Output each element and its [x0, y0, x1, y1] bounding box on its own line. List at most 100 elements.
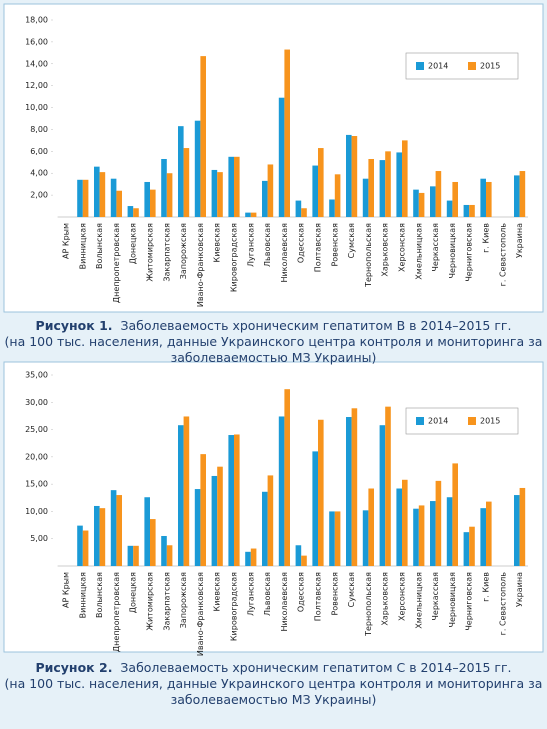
bar — [446, 497, 453, 566]
x-tick-label: Черниговская — [465, 223, 474, 282]
bar — [178, 126, 184, 217]
bar — [161, 158, 167, 217]
caption: Рисунок 2. Заболеваемость хроническим ге… — [0, 660, 547, 708]
bar — [396, 152, 402, 217]
bar — [519, 171, 526, 217]
bar — [318, 148, 324, 217]
x-tick-label: Хмельницкая — [414, 223, 423, 280]
bar — [430, 501, 436, 566]
figure-label: Рисунок 2. — [35, 660, 113, 675]
y-tick-label: 6,00 — [30, 147, 48, 156]
x-tick-label: Житомирская — [146, 572, 155, 631]
bar — [351, 136, 358, 217]
bar — [77, 525, 83, 566]
figure-label: Рисунок 1. — [35, 318, 113, 333]
bar — [519, 487, 526, 566]
bar — [278, 416, 285, 566]
bar — [116, 495, 122, 566]
bar — [379, 425, 386, 566]
x-tick-label: Луганская — [246, 572, 255, 616]
x-tick-label: Полтавская — [314, 223, 323, 272]
bar — [77, 179, 83, 217]
bar — [329, 199, 335, 217]
x-tick-label: Днепропетровская — [112, 223, 121, 303]
bar — [99, 508, 106, 566]
x-tick-label: г. Киев — [482, 223, 491, 253]
x-tick-label: Львовская — [263, 572, 272, 616]
bar — [144, 181, 150, 217]
bar — [262, 491, 268, 566]
bar — [452, 181, 458, 217]
x-tick-label: Сумская — [347, 572, 356, 607]
bar — [480, 178, 486, 217]
bar — [234, 434, 240, 566]
bar — [217, 466, 223, 566]
x-tick-label: Одесская — [297, 572, 306, 612]
bar — [127, 206, 134, 217]
bar — [166, 545, 173, 566]
x-tick-label: Кировоградская — [230, 223, 239, 292]
bar — [178, 425, 184, 566]
x-tick-label: Сумская — [347, 223, 356, 258]
x-tick-label: Запорожская — [179, 223, 188, 279]
y-tick-label: 2,00 — [30, 191, 48, 200]
bar — [514, 175, 520, 217]
bar — [284, 389, 290, 566]
x-tick-label: Харьковская — [381, 223, 390, 277]
bar — [334, 174, 341, 217]
bar — [368, 158, 374, 217]
bar — [144, 497, 150, 566]
bar — [463, 204, 470, 217]
bar — [127, 545, 134, 566]
bar — [295, 200, 302, 217]
bar — [334, 511, 341, 566]
bar — [183, 416, 190, 566]
y-tick-label: 25,00 — [25, 425, 48, 434]
bar — [413, 508, 419, 566]
bar — [194, 120, 201, 217]
x-tick-label: Волынская — [95, 572, 104, 618]
bar — [99, 172, 106, 217]
x-tick-label: АР Крым — [62, 223, 71, 259]
bar — [295, 545, 302, 566]
x-tick-label: Одесская — [297, 223, 306, 263]
caption-title: Заболеваемость хроническим гепатитом В в… — [120, 318, 512, 333]
y-tick-label: 14,00 — [25, 59, 48, 68]
bar — [301, 555, 307, 566]
bar — [150, 189, 156, 217]
caption: Рисунок 1. Заболеваемость хроническим ге… — [0, 318, 547, 366]
x-tick-label: Днепропетровская — [112, 572, 121, 652]
y-tick-label: 15,00 — [25, 480, 48, 489]
bar — [368, 488, 374, 566]
x-tick-label: Винницкая — [78, 223, 87, 270]
bar — [446, 200, 453, 217]
x-tick-label: Херсонская — [398, 223, 407, 272]
x-tick-label: Ровенская — [330, 572, 339, 616]
bar — [418, 192, 425, 217]
x-tick-label: Ровенская — [330, 223, 339, 267]
y-tick-label: 4,00 — [30, 169, 48, 178]
bar — [194, 489, 201, 566]
bar — [250, 548, 257, 566]
x-tick-label: Житомирская — [146, 223, 155, 282]
bar — [133, 545, 139, 566]
legend-label: 2015 — [480, 62, 500, 71]
x-tick-label: Черновицкая — [448, 223, 457, 279]
x-tick-label: Черкасская — [431, 223, 440, 272]
x-tick-label: Запорожская — [179, 572, 188, 628]
bar — [514, 495, 520, 566]
x-tick-label: Закарпатская — [162, 572, 171, 631]
y-tick-label: 35,00 — [25, 371, 48, 380]
bar — [486, 181, 492, 217]
legend-box — [405, 407, 519, 435]
x-tick-label: Ивано-Франковская — [196, 572, 205, 656]
legend-label: 2015 — [480, 417, 500, 426]
x-tick-label: Украина — [515, 572, 524, 607]
x-tick-label: Киевская — [213, 572, 222, 612]
x-tick-label: г. Севастополь — [498, 572, 507, 636]
bar — [200, 56, 206, 217]
legend-box — [405, 52, 519, 80]
y-tick-label: 10,00 — [25, 507, 48, 516]
x-tick-label: Тернопольская — [364, 223, 373, 288]
